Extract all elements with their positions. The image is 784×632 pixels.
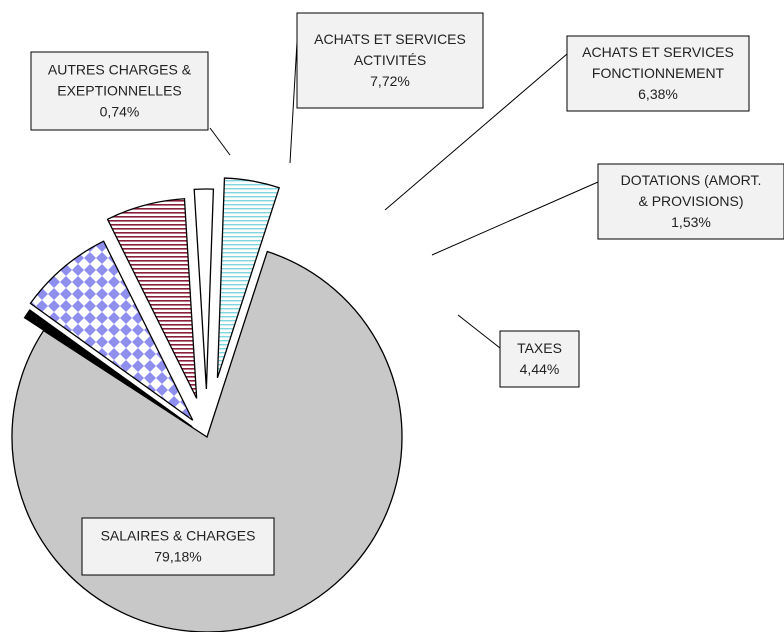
slice-label-line-4-1: & PROVISIONS) [638,193,743,209]
slice-percent-0: 79,18% [154,549,201,565]
leader-line-3 [384,53,568,211]
leader-line-1 [209,127,231,156]
slice-label-line-0-0: SALAIRES & CHARGES [101,528,256,544]
slice-percent-1: 0,74% [100,104,140,120]
slice-label-line-2-1: ACTIVITÉS [354,52,426,68]
slice-percent-2: 7,72% [370,73,410,89]
slice-label-line-1-0: AUTRES CHARGES & [48,62,192,78]
slice-label-2: ACHATS ET SERVICES ACTIVITÉS 7,72% [296,12,484,109]
slice-label-line-3-1: FONCTIONNEMENT [592,65,725,81]
pie-slice-2 [29,240,194,421]
leader-line-2 [289,41,298,164]
slice-label-box-5 [499,330,580,388]
slice-label-line-2-0: ACHATS ET SERVICES [314,31,466,47]
pie-slice-3 [106,198,198,399]
slice-label-0: SALAIRES & CHARGES 79,18% [81,517,275,576]
slice-label-4: DOTATIONS (AMORT. & PROVISIONS) 1,53% [597,163,784,240]
slice-label-1: AUTRES CHARGES & EXEPTIONNELLES 0,74% [30,51,209,131]
slice-percent-5: 4,44% [520,361,560,377]
slice-label-line-3-0: ACHATS ET SERVICES [582,44,734,60]
slice-percent-4: 1,53% [671,214,711,230]
slice-label-line-5-0: TAXES [517,340,562,356]
pie-slice-1 [23,309,193,428]
slice-label-box-2 [296,12,484,109]
slice-label-line-1-1: EXEPTIONNELLES [57,83,182,99]
slice-label-line-4-0: DOTATIONS (AMORT. [621,172,762,188]
leader-line-5 [457,314,501,349]
slice-percent-3: 6,38% [638,86,678,102]
leader-line-4 [431,181,599,256]
pie-slice-4 [193,188,215,390]
slice-label-box-1 [30,51,209,131]
pie-slice-5 [216,177,281,379]
slice-label-box-3 [566,35,750,112]
slice-label-box-0 [81,517,275,576]
slice-label-box-4 [597,163,784,240]
leader-lines [209,41,599,349]
slice-label-5: TAXES 4,44% [499,330,580,388]
slice-label-3: ACHATS ET SERVICES FONCTIONNEMENT 6,38% [566,35,750,112]
slice-labels: SALAIRES & CHARGES 79,18% AUTRES CHARGES &… [30,12,784,576]
